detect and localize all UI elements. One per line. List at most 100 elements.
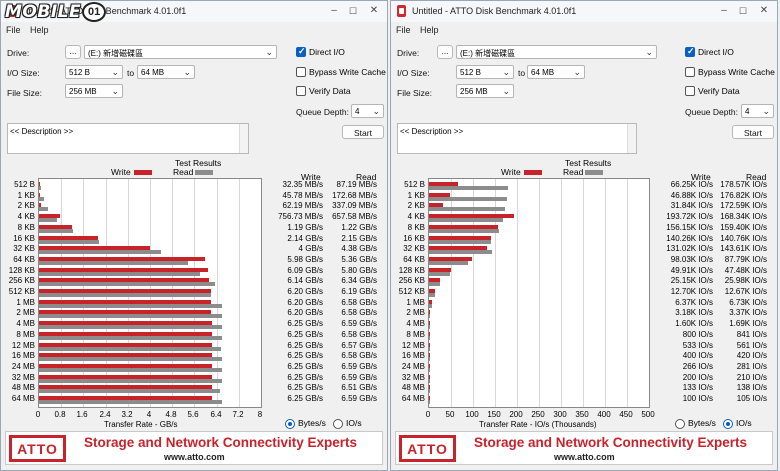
write-bar	[39, 182, 40, 186]
minimize-button[interactable]: –	[331, 5, 337, 16]
write-bar	[39, 331, 213, 336]
description-box[interactable]: << Description >>	[7, 123, 249, 154]
y-tick-label: 64 KB	[403, 254, 425, 264]
write-value: 266 IO/s	[682, 361, 713, 371]
read-value: 5.80 GB/s	[341, 265, 377, 275]
queue-depth-select[interactable]: 4 ⌄	[741, 104, 774, 118]
write-bar	[39, 396, 213, 400]
read-value: 5.36 GB/s	[341, 254, 377, 264]
write-bar	[429, 224, 498, 229]
gridline	[239, 179, 240, 407]
verify-data-checkbox[interactable]: Verify Data	[296, 86, 351, 97]
banner-url[interactable]: www.atto.com	[554, 452, 615, 462]
write-bar	[429, 299, 432, 304]
read-value: 159.40K IO/s	[720, 222, 767, 232]
file-size-select[interactable]: 256 MB ⌄	[456, 84, 514, 98]
y-tick-label: 48 MB	[11, 383, 35, 393]
io-size-to-select[interactable]: 64 MB ⌄	[527, 65, 585, 79]
banner-tagline: Storage and Network Connectivity Experts	[474, 435, 748, 450]
io-per-sec-radio[interactable]: IO/s	[723, 418, 752, 429]
io-size-from-select[interactable]: 512 B ⌄	[456, 65, 514, 79]
read-value: 1.22 GB/s	[341, 222, 377, 232]
menu-help[interactable]: Help	[420, 25, 439, 35]
close-button[interactable]: ✕	[759, 5, 769, 16]
drive-select[interactable]: (E:) 新增磁碟區 ⌄	[456, 45, 657, 59]
verify-data-checkbox[interactable]: Verify Data	[685, 86, 740, 97]
y-tick-label: 24 MB	[401, 361, 425, 371]
bytes-per-sec-label: Bytes/s	[298, 418, 326, 428]
atto-banner[interactable]: ATTO Storage and Network Connectivity Ex…	[5, 431, 383, 465]
drive-label: Drive:	[7, 48, 30, 58]
io-size-from-select[interactable]: 512 B ⌄	[65, 65, 123, 79]
x-tick-label: 8	[257, 410, 263, 419]
title-bar: Untitled - ATTO Disk Benchmark 4.01.0f1 …	[391, 1, 777, 22]
close-button[interactable]: ✕	[369, 5, 379, 16]
gridline	[583, 179, 584, 407]
write-bar	[429, 363, 430, 368]
write-value: 49.91K IO/s	[670, 265, 713, 275]
write-bar	[39, 363, 213, 368]
menu-file[interactable]: File	[396, 25, 411, 35]
gridline	[495, 179, 496, 407]
read-bar	[39, 186, 42, 190]
read-bar	[429, 303, 432, 308]
write-bar	[39, 310, 212, 315]
bytes-per-sec-radio[interactable]: Bytes/s	[285, 418, 326, 429]
menu-file[interactable]: File	[6, 25, 21, 35]
io-per-sec-radio[interactable]: IO/s	[333, 418, 362, 429]
write-bar	[39, 203, 41, 208]
io-size-to-select[interactable]: 64 MB ⌄	[137, 65, 195, 79]
file-size-select[interactable]: 256 MB ⌄	[65, 84, 123, 98]
write-value: 533 IO/s	[682, 340, 713, 350]
drive-select[interactable]: (E:) 新增磁碟區 ⌄	[84, 45, 277, 59]
file-size-label: File Size:	[397, 88, 432, 98]
write-legend-swatch	[524, 170, 542, 175]
chevron-down-icon: ⌄	[645, 47, 653, 57]
watermark-logo: MOBILE 01	[5, 1, 107, 23]
read-value: 6.59 GB/s	[341, 372, 377, 382]
test-results-title: Test Results	[175, 158, 222, 168]
read-value: 105 IO/s	[736, 394, 767, 403]
minimize-button[interactable]: –	[721, 5, 727, 16]
bypass-write-cache-checkbox[interactable]: Bypass Write Cache	[296, 67, 386, 78]
write-bar	[39, 267, 208, 272]
checkbox-icon	[685, 67, 695, 77]
y-tick-label: 4 MB	[406, 319, 425, 329]
queue-depth-select[interactable]: 4 ⌄	[351, 104, 384, 118]
read-column-header: Read	[356, 172, 377, 182]
read-value: 6.59 GB/s	[341, 361, 377, 371]
description-box[interactable]: << Description >>	[397, 123, 637, 154]
start-button[interactable]: Start	[342, 125, 384, 139]
x-tick-label: 6.4	[210, 410, 222, 419]
direct-io-checkbox[interactable]: Direct I/O	[296, 46, 345, 58]
atto-banner[interactable]: ATTO Storage and Network Connectivity Ex…	[395, 431, 773, 465]
browse-button[interactable]: ...	[65, 45, 81, 59]
direct-io-label: Direct I/O	[309, 47, 345, 57]
write-value: 12.70K IO/s	[670, 287, 713, 296]
browse-button[interactable]: ...	[437, 45, 453, 59]
read-bar	[39, 314, 222, 319]
maximize-button[interactable]: ☐	[348, 6, 358, 16]
x-tick-label: 3.2	[121, 410, 133, 419]
menu-bar: File Help	[1, 23, 387, 37]
bytes-per-sec-radio[interactable]: Bytes/s	[675, 418, 716, 429]
maximize-button[interactable]: ☐	[738, 6, 748, 16]
start-button[interactable]: Start	[732, 125, 774, 139]
verify-data-label: Verify Data	[309, 86, 351, 96]
description-scrollbar[interactable]	[239, 124, 248, 153]
bypass-write-cache-checkbox[interactable]: Bypass Write Cache	[685, 67, 775, 78]
read-value: 210 IO/s	[736, 372, 767, 382]
description-scrollbar[interactable]	[627, 124, 636, 153]
menu-help[interactable]: Help	[30, 25, 49, 35]
chevron-down-icon: ⌄	[762, 106, 770, 116]
banner-url[interactable]: www.atto.com	[164, 452, 225, 462]
read-value: 281 IO/s	[736, 361, 767, 371]
direct-io-checkbox[interactable]: Direct I/O	[685, 46, 734, 58]
read-value: 3.37K IO/s	[729, 308, 767, 318]
write-value: 4 GB/s	[298, 244, 323, 254]
write-bar	[39, 246, 150, 251]
y-tick-label: 512 B	[404, 180, 425, 189]
write-value: 46.88K IO/s	[670, 190, 713, 200]
chart-plot-area	[428, 178, 650, 408]
write-bar	[39, 224, 73, 229]
